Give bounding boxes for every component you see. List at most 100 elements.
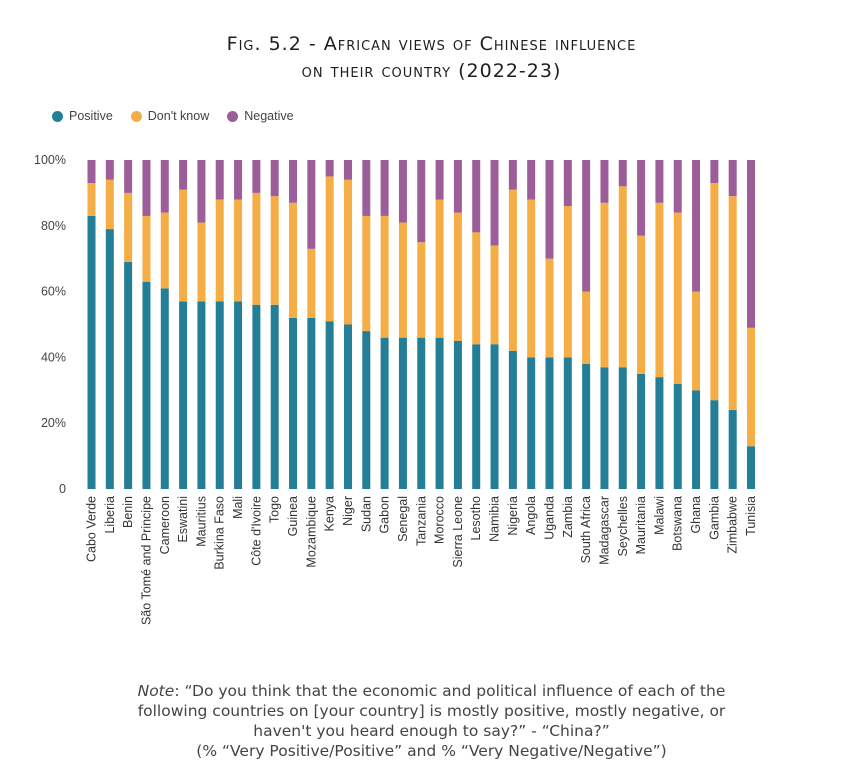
stacked-bar-chart: 0 20% 40% 60% 80% 100% Cabo Verde Liberia Benin S…: [34, 153, 758, 625]
bar-positive: [325, 321, 334, 489]
x-tick-label: Zambia: [561, 496, 575, 538]
bar-negative: [270, 160, 279, 197]
bar-don-t-know: [343, 179, 352, 325]
bar-don-t-know: [234, 199, 243, 302]
bar-positive: [197, 301, 206, 489]
x-tick-label: Côte d'Ivoire: [249, 496, 263, 566]
bar-don-t-know: [307, 248, 316, 318]
bar-don-t-know: [179, 189, 188, 302]
x-tick-label: Cabo Verde: [85, 496, 99, 562]
bar-don-t-know: [289, 202, 298, 318]
bar-negative: [747, 160, 756, 328]
bar-positive: [234, 301, 243, 489]
bar-don-t-know: [508, 189, 517, 351]
bar-negative: [655, 160, 664, 203]
bar-don-t-know: [252, 192, 261, 305]
x-tick-label: Tanzania: [414, 496, 428, 546]
x-tick-label: Eswatini: [176, 496, 190, 543]
y-tick-label: 20%: [41, 416, 66, 430]
x-tick-label: Mauritania: [634, 496, 648, 554]
bar-negative: [87, 160, 96, 184]
bar-positive: [343, 324, 352, 489]
bar-positive: [252, 304, 261, 489]
bar-negative: [508, 160, 517, 190]
x-tick-label: Liberia: [103, 496, 117, 534]
bar-negative: [179, 160, 188, 190]
x-tick-label: Sudan: [359, 496, 373, 532]
chart-note: Note: “Do you think that the economic an…: [0, 681, 863, 761]
bar-negative: [710, 160, 719, 184]
y-tick-label: 60%: [41, 285, 66, 299]
bar-don-t-know: [728, 196, 737, 411]
bar-negative: [582, 160, 591, 292]
x-tick-label: Seychelles: [616, 496, 630, 556]
bar-positive: [215, 301, 224, 489]
bar-negative: [637, 160, 646, 236]
bar-negative: [105, 160, 114, 180]
bar-negative: [545, 160, 554, 259]
bar-negative: [234, 160, 243, 200]
bar-don-t-know: [582, 291, 591, 364]
note-line4: (% “Very Positive/Positive” and % “Very …: [196, 742, 667, 760]
bar-positive: [655, 377, 664, 489]
bar-don-t-know: [215, 199, 224, 302]
x-tick-label: Burkina Faso: [213, 496, 227, 570]
bar-positive: [582, 363, 591, 489]
bar-negative: [673, 160, 682, 213]
bar-negative: [252, 160, 261, 193]
bar-don-t-know: [655, 202, 664, 378]
bar-don-t-know: [563, 206, 572, 358]
bar-negative: [362, 160, 371, 216]
bar-positive: [490, 344, 499, 489]
x-tick-label: Kenya: [323, 496, 337, 531]
bar-negative: [692, 160, 701, 292]
x-tick-label: Mali: [231, 496, 245, 519]
bar-negative: [398, 160, 407, 223]
bar-don-t-know: [545, 258, 554, 358]
bar-positive: [160, 288, 169, 489]
bar-don-t-know: [490, 245, 499, 345]
x-tick-label: Senegal: [396, 496, 410, 542]
x-tick-label: Gabon: [378, 496, 392, 534]
bar-positive: [398, 337, 407, 489]
x-tick-label: Niger: [341, 496, 355, 526]
bar-don-t-know: [527, 199, 536, 358]
bar-positive: [179, 301, 188, 489]
bar-don-t-know: [618, 186, 627, 368]
x-tick-label: Tunisia: [744, 496, 758, 536]
bar-positive: [545, 357, 554, 489]
x-tick-label: Mauritius: [194, 496, 208, 547]
legend-label-positive: Positive: [69, 109, 113, 123]
bar-negative: [563, 160, 572, 207]
bar-don-t-know: [472, 232, 481, 345]
legend-swatch-negative: [227, 110, 239, 122]
x-tick-label: Benin: [121, 496, 135, 528]
bar-don-t-know: [453, 212, 462, 341]
bar-positive: [472, 344, 481, 489]
bar-positive: [380, 337, 389, 489]
bar-don-t-know: [270, 196, 279, 305]
bar-don-t-know: [435, 199, 444, 338]
x-tick-label: Sierra Leone: [451, 496, 465, 568]
bar-don-t-know: [142, 215, 151, 282]
note-line1: Note: “Do you think that the economic an…: [0, 681, 863, 701]
chart-title-line2: on their country (2022-23): [301, 60, 562, 82]
bar-don-t-know: [600, 202, 609, 368]
bar-positive: [728, 410, 737, 489]
bar-negative: [124, 160, 133, 193]
note-prefix: Note: [137, 682, 175, 700]
bar-negative: [307, 160, 316, 249]
legend-item-negative: Negative: [227, 109, 294, 123]
bar-negative: [453, 160, 462, 213]
x-tick-label: Cameroon: [158, 496, 172, 554]
bar-don-t-know: [362, 215, 371, 332]
bar-positive: [747, 446, 756, 489]
bar-don-t-know: [637, 235, 646, 374]
x-tick-label: Zimbabwe: [726, 496, 740, 554]
bar-negative: [618, 160, 627, 187]
bar-negative: [289, 160, 298, 203]
bar-don-t-know: [124, 192, 133, 262]
y-tick-label: 100%: [34, 153, 66, 167]
x-tick-label: Morocco: [433, 496, 447, 544]
bar-positive: [637, 373, 646, 489]
